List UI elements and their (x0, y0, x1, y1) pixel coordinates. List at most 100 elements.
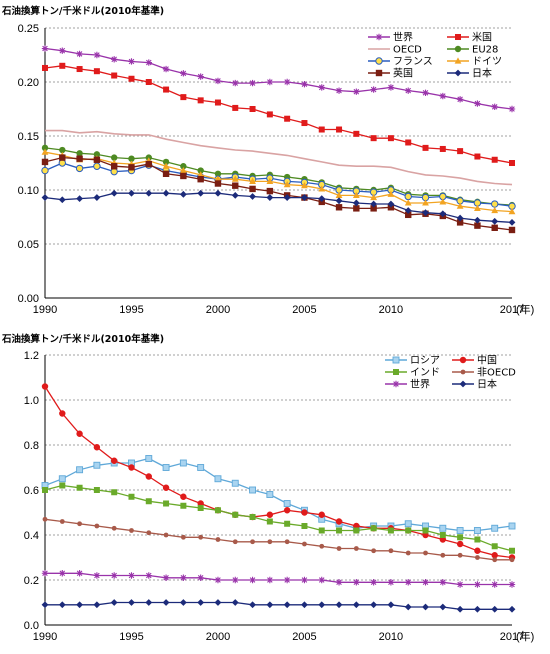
data-point (335, 197, 343, 205)
data-point (370, 525, 377, 532)
data-point (214, 475, 222, 483)
data-point (283, 601, 291, 609)
data-point (59, 482, 66, 489)
data-point (283, 181, 291, 188)
data-point (301, 194, 308, 201)
data-point (41, 158, 49, 166)
data-point (110, 56, 118, 63)
data-point (93, 601, 101, 609)
data-point (301, 120, 308, 127)
data-point (318, 527, 325, 534)
data-point (440, 552, 446, 558)
data-point (405, 527, 412, 534)
legend-swatch-marker (392, 380, 400, 388)
data-point (474, 605, 481, 613)
data-point (474, 547, 481, 554)
data-point (110, 457, 118, 464)
data-point (456, 214, 464, 222)
series-line-uk (44, 156, 513, 231)
chart-2: 石油換算トン/千米ドル(2010年基準) 0.0 0.2 0.4 0.6 0.8 1.0 1.… (1, 333, 534, 643)
y-tick-label: 0.2 (24, 575, 39, 587)
data-point (283, 507, 291, 514)
data-point (197, 97, 204, 104)
data-point (301, 509, 308, 516)
legend-swatch-marker (375, 33, 383, 41)
data-point (491, 206, 499, 214)
data-point (266, 601, 274, 609)
data-point (404, 603, 412, 611)
data-point (76, 484, 83, 491)
data-point (232, 576, 239, 584)
legend-label: インド (410, 368, 440, 379)
data-point (508, 226, 516, 234)
data-point (370, 193, 378, 201)
legend-swatch-marker (454, 57, 462, 64)
legend-item-eu28: EU28 (447, 45, 498, 56)
legend-item-non-oecd: 非OECD (452, 367, 516, 379)
data-point (41, 166, 49, 175)
data-point (128, 189, 135, 197)
data-point (75, 164, 84, 173)
data-point (370, 200, 378, 208)
series-line-eu28 (44, 147, 513, 206)
data-point (370, 579, 377, 586)
data-point (491, 217, 499, 225)
data-point (301, 576, 308, 584)
data-point (179, 166, 187, 174)
legend-label: EU28 (472, 45, 498, 56)
x-tick-label: 2010 (379, 304, 403, 316)
chart-1: 石油換算トン/千米ドル(2010年基準) 0.00 0.05 0.10 0.15 0.20… (1, 5, 534, 316)
series-line-germany (44, 151, 513, 213)
data-point (197, 167, 204, 174)
x-tick-label: 2010 (379, 631, 403, 643)
legend-swatch-marker (375, 69, 383, 77)
legend-label: 世界 (410, 379, 430, 391)
data-point (162, 65, 170, 73)
data-point (283, 194, 291, 201)
data-point (197, 505, 204, 511)
series-line-oecd (45, 129, 513, 186)
x-tick-label: 2000 (206, 631, 230, 643)
data-point (423, 550, 428, 556)
data-point (491, 103, 498, 111)
legend-swatch-marker (455, 34, 461, 40)
data-point (405, 211, 412, 219)
data-point (474, 216, 481, 224)
data-point (266, 518, 273, 525)
data-point (42, 516, 48, 522)
y-tick-label: 0.20 (18, 77, 39, 89)
data-point (508, 208, 516, 215)
data-point (197, 574, 204, 581)
y-tick-label: 0.05 (18, 239, 39, 251)
data-point (180, 493, 187, 500)
data-point (110, 599, 118, 606)
data-point (249, 514, 256, 520)
data-point (162, 162, 170, 169)
data-point (41, 570, 49, 577)
data-point (249, 106, 256, 112)
data-point (266, 177, 274, 184)
legend-label: OECD (393, 45, 422, 56)
data-point (404, 192, 412, 201)
data-point (59, 47, 66, 54)
data-point (508, 219, 516, 226)
data-point (128, 58, 135, 65)
data-point (145, 572, 152, 579)
data-point (180, 70, 187, 77)
data-point (180, 172, 187, 180)
data-point (284, 115, 291, 122)
data-point (215, 537, 221, 542)
y-tick-label: 0.8 (24, 440, 39, 452)
data-point (214, 180, 222, 187)
data-point (491, 552, 498, 559)
data-point (231, 192, 239, 199)
y-tick-label: 1.2 (24, 350, 39, 362)
series-line-non-oecd (44, 518, 512, 561)
y-tick-label: 0.10 (18, 185, 39, 197)
data-point (266, 111, 273, 118)
data-point (439, 603, 447, 611)
data-point (387, 84, 395, 91)
data-point (371, 548, 377, 554)
data-point (214, 507, 221, 514)
series-line-france (44, 162, 513, 207)
